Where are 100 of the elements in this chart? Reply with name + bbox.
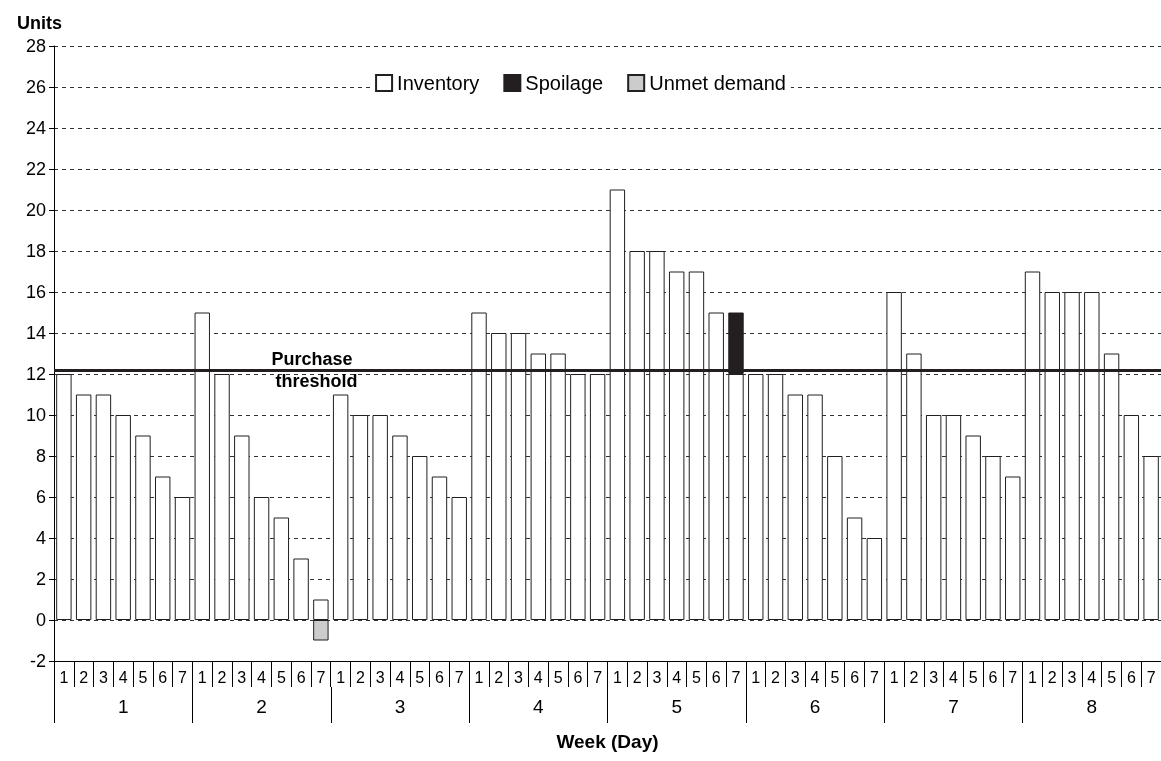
y-tick-label: 6 <box>35 487 46 507</box>
bar <box>135 435 151 620</box>
bar <box>965 435 981 620</box>
x-tick-label: 2 <box>632 668 642 686</box>
y-tick-label: 2 <box>35 569 46 589</box>
x-tick-label: 1 <box>889 668 899 686</box>
x-tick-label: 4 <box>810 668 820 686</box>
bar <box>827 456 843 620</box>
bar <box>372 415 388 620</box>
bar <box>787 394 803 620</box>
x-tick-label: 7 <box>178 668 188 686</box>
ref-line-label: Purchase threshold <box>271 348 358 391</box>
x-tick-label: 6 <box>1126 668 1136 686</box>
x-tick-label: 1 <box>336 668 346 686</box>
x-tick-label: 4 <box>672 668 682 686</box>
x-tick-label: 6 <box>711 668 721 686</box>
x-tick-label: 3 <box>237 668 247 686</box>
bar <box>1123 415 1140 620</box>
x-tick-label: 7 <box>869 668 879 686</box>
bar <box>392 435 408 620</box>
text: 4 <box>533 696 545 717</box>
x-tick-label: 4 <box>395 668 405 686</box>
x-tick-label: 5 <box>830 668 840 686</box>
x-tick-label: 7 <box>731 668 741 686</box>
x-axis-title: Week (Day) <box>556 731 659 752</box>
text: 5 <box>671 696 682 717</box>
text: 7 <box>948 696 959 717</box>
bar <box>985 456 1001 620</box>
bar <box>174 497 191 620</box>
x-tick-label: 4 <box>1087 668 1097 686</box>
text: 1 <box>117 696 129 717</box>
bar <box>412 456 428 620</box>
x-tick-label: 5 <box>553 668 563 686</box>
x-tick-label: 2 <box>355 668 365 686</box>
x-tick-label: 3 <box>514 668 524 686</box>
bar <box>925 415 942 620</box>
bar <box>767 374 784 620</box>
x-tick-label: 5 <box>1107 668 1117 686</box>
bar <box>56 374 72 620</box>
x-tick-label: 2 <box>909 668 919 686</box>
bar <box>807 394 823 620</box>
bar <box>75 394 92 620</box>
x-tick-label: 7 <box>316 668 326 686</box>
bar <box>451 497 467 620</box>
y-tick-label: 26 <box>25 77 46 97</box>
x-tick-label: 7 <box>1146 668 1156 686</box>
y-tick-label: 0 <box>35 610 46 630</box>
x-tick-label: 1 <box>197 668 207 686</box>
bar <box>431 476 448 620</box>
bar <box>293 558 309 620</box>
bar <box>945 415 962 620</box>
x-tick-label: 6 <box>850 668 860 686</box>
bar <box>1005 476 1021 620</box>
x-tick-label: 1 <box>474 668 484 686</box>
bar <box>748 374 764 620</box>
text: 6 <box>809 696 821 717</box>
y-axis-title: Units <box>17 13 62 33</box>
x-tick-label: 7 <box>454 668 464 686</box>
legend-label: Inventory <box>397 72 480 94</box>
y-tick-label: 18 <box>25 241 46 261</box>
x-tick-label: 6 <box>158 668 168 686</box>
y-tick-label: 22 <box>25 159 46 179</box>
x-tick-label: 5 <box>415 668 425 686</box>
bar <box>253 497 270 620</box>
x-tick-label: 4 <box>118 668 128 686</box>
bar <box>589 374 606 620</box>
x-tick-label: 2 <box>79 668 89 686</box>
y-tick-label: -2 <box>29 651 46 671</box>
x-tick-label: 1 <box>1028 668 1038 686</box>
bar <box>866 538 883 620</box>
x-tick-label: 2 <box>1047 668 1057 686</box>
x-tick-label: 3 <box>375 668 385 686</box>
bar <box>332 394 349 620</box>
x-tick-label: 3 <box>98 668 108 686</box>
bar <box>214 374 230 620</box>
x-tick-label: 2 <box>217 668 227 686</box>
text: 3 <box>394 696 406 717</box>
x-tick-label: 3 <box>652 668 662 686</box>
x-tick-label: 5 <box>968 668 978 686</box>
bar <box>155 476 171 620</box>
bar <box>234 435 250 620</box>
bar <box>352 415 369 620</box>
y-tick-label: 28 <box>25 36 46 56</box>
text: 8 <box>1086 696 1098 717</box>
y-tick-label: 24 <box>25 118 46 138</box>
x-tick-label: 2 <box>494 668 504 686</box>
bar <box>273 517 290 620</box>
y-tick-label: 8 <box>35 446 46 466</box>
x-tick-label: 5 <box>138 668 148 686</box>
x-tick-label: 7 <box>1008 668 1018 686</box>
bar <box>1143 456 1159 620</box>
legend-label: Unmet demand <box>649 72 786 94</box>
y-tick-label: 16 <box>25 282 46 302</box>
x-tick-label: 1 <box>751 668 761 686</box>
legend-label: Spoilage <box>525 72 604 94</box>
text: 2 <box>256 696 267 717</box>
x-tick-label: 6 <box>988 668 998 686</box>
x-tick-label: 5 <box>692 668 701 686</box>
x-tick-label: 6 <box>573 668 583 686</box>
bar <box>115 415 131 620</box>
